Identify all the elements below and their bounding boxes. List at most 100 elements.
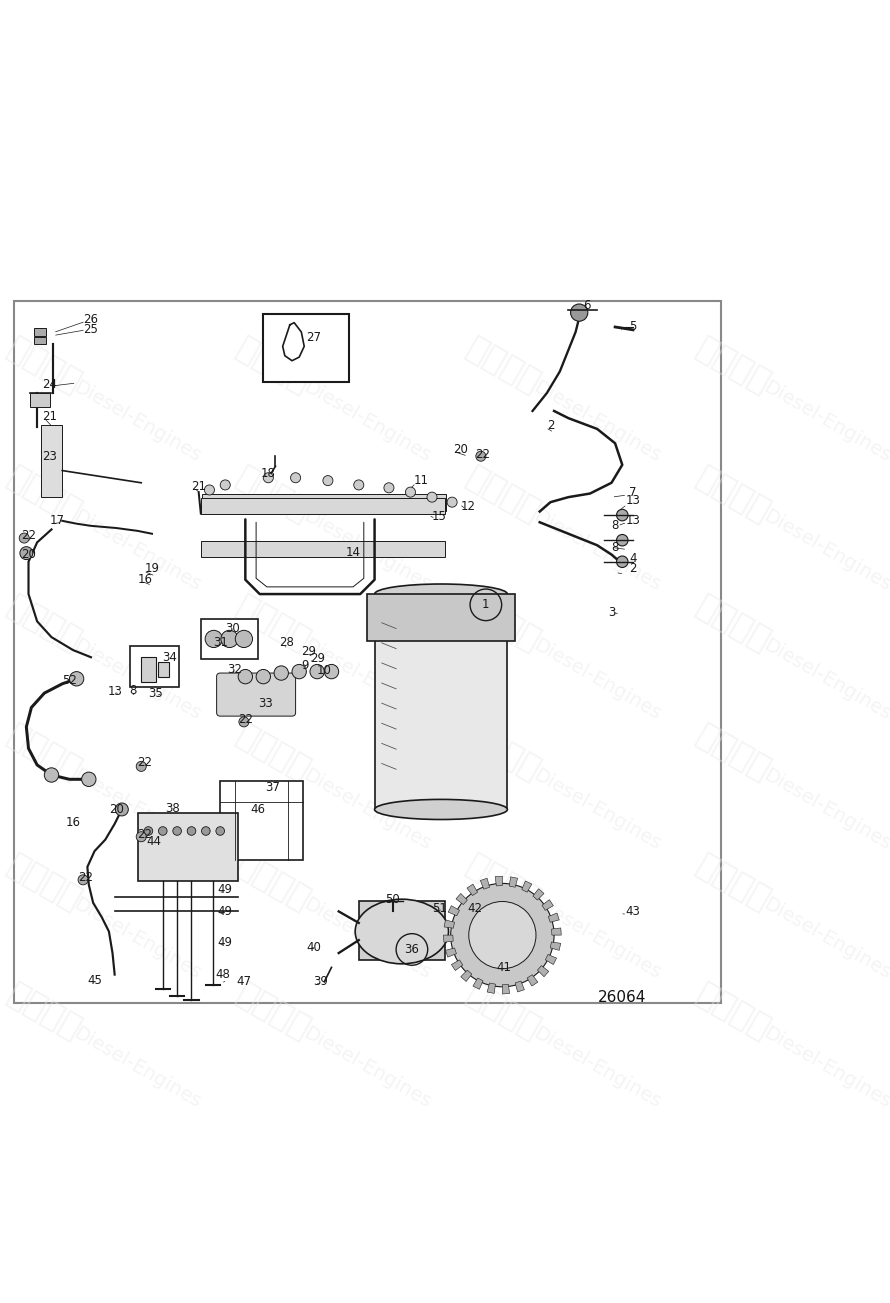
Text: 20: 20 — [453, 443, 468, 456]
Circle shape — [205, 631, 222, 648]
Text: Diesel-Engines: Diesel-Engines — [530, 894, 664, 982]
Text: 48: 48 — [214, 968, 230, 981]
Text: 22: 22 — [474, 447, 490, 460]
Text: 紫发动力: 紫发动力 — [691, 718, 776, 786]
Bar — [138, 813, 239, 881]
Text: 42: 42 — [467, 902, 482, 915]
Circle shape — [235, 631, 253, 648]
Bar — [263, 314, 350, 382]
Text: 17: 17 — [50, 515, 65, 528]
Text: 52: 52 — [62, 674, 77, 687]
Circle shape — [274, 666, 288, 680]
Circle shape — [427, 493, 437, 502]
Bar — [375, 594, 507, 809]
Circle shape — [324, 665, 339, 679]
Text: 紫发动力: 紫发动力 — [691, 976, 776, 1045]
Text: 45: 45 — [87, 973, 102, 986]
Circle shape — [78, 874, 88, 885]
Circle shape — [256, 670, 271, 684]
Polygon shape — [444, 920, 455, 928]
Text: 紫发动力: 紫发动力 — [2, 459, 87, 528]
Circle shape — [136, 831, 146, 842]
Text: Diesel-Engines: Diesel-Engines — [300, 894, 434, 982]
Text: 12: 12 — [460, 500, 475, 513]
Polygon shape — [515, 981, 524, 992]
Text: 紫发动力: 紫发动力 — [691, 847, 776, 916]
Text: 3: 3 — [608, 606, 615, 619]
Circle shape — [69, 671, 84, 685]
Text: 27: 27 — [306, 331, 321, 344]
Text: Diesel-Engines: Diesel-Engines — [300, 636, 434, 724]
Text: 13: 13 — [107, 685, 122, 698]
Bar — [359, 902, 445, 960]
Circle shape — [220, 480, 231, 490]
Text: 紫发动力: 紫发动力 — [461, 976, 546, 1045]
Text: 47: 47 — [237, 975, 251, 988]
Bar — [202, 494, 447, 512]
Text: Diesel-Engines: Diesel-Engines — [760, 1024, 890, 1113]
Text: 紫发动力: 紫发动力 — [691, 330, 776, 399]
Text: 50: 50 — [385, 893, 400, 906]
Circle shape — [617, 509, 628, 521]
Text: 22: 22 — [137, 829, 152, 840]
Text: 紫发动力: 紫发动力 — [231, 589, 317, 657]
Text: 10: 10 — [317, 665, 332, 678]
Circle shape — [450, 883, 554, 986]
Polygon shape — [449, 906, 459, 916]
Text: 16: 16 — [66, 816, 80, 829]
Text: 40: 40 — [306, 941, 321, 954]
Text: 紫发动力: 紫发动力 — [2, 330, 87, 399]
Circle shape — [617, 534, 628, 546]
Text: 紫发动力: 紫发动力 — [2, 847, 87, 916]
Text: 紫发动力: 紫发动力 — [691, 459, 776, 528]
Circle shape — [136, 761, 146, 771]
Circle shape — [310, 665, 324, 679]
Ellipse shape — [375, 800, 507, 820]
Text: Diesel-Engines: Diesel-Engines — [300, 507, 434, 595]
Text: 紫发动力: 紫发动力 — [231, 847, 317, 916]
Text: 23: 23 — [43, 450, 58, 463]
Ellipse shape — [355, 899, 449, 964]
Polygon shape — [538, 966, 549, 977]
Text: 30: 30 — [225, 622, 239, 635]
Ellipse shape — [375, 584, 507, 605]
Polygon shape — [550, 942, 561, 950]
Text: 14: 14 — [345, 546, 360, 559]
Bar — [131, 646, 179, 688]
Text: 39: 39 — [313, 975, 328, 988]
Polygon shape — [481, 878, 490, 889]
Circle shape — [263, 473, 273, 483]
Circle shape — [144, 826, 153, 835]
Circle shape — [82, 773, 96, 787]
Text: Diesel-Engines: Diesel-Engines — [760, 765, 890, 853]
Text: Diesel-Engines: Diesel-Engines — [70, 894, 205, 982]
Text: Diesel-Engines: Diesel-Engines — [530, 1024, 664, 1113]
Text: 35: 35 — [149, 687, 163, 700]
Text: Diesel-Engines: Diesel-Engines — [300, 765, 434, 853]
Polygon shape — [542, 899, 554, 911]
Text: 11: 11 — [414, 474, 429, 487]
Bar — [30, 394, 50, 408]
Text: 43: 43 — [626, 904, 641, 917]
Text: 13: 13 — [626, 494, 641, 507]
Circle shape — [617, 556, 628, 568]
Circle shape — [44, 767, 59, 782]
Text: 20: 20 — [109, 803, 124, 816]
Polygon shape — [522, 881, 532, 893]
Text: 9: 9 — [301, 659, 309, 672]
Text: Diesel-Engines: Diesel-Engines — [530, 636, 664, 724]
Text: Diesel-Engines: Diesel-Engines — [70, 765, 205, 853]
Text: 5: 5 — [629, 321, 636, 334]
Circle shape — [20, 547, 33, 559]
Polygon shape — [473, 979, 483, 989]
Bar — [34, 337, 46, 344]
Polygon shape — [502, 984, 510, 994]
Text: 紫发动力: 紫发动力 — [461, 718, 546, 786]
Polygon shape — [467, 885, 478, 895]
Text: Diesel-Engines: Diesel-Engines — [300, 378, 434, 466]
Text: 38: 38 — [165, 801, 180, 814]
Circle shape — [20, 533, 29, 543]
Polygon shape — [446, 947, 457, 958]
Text: 51: 51 — [432, 902, 447, 915]
Text: Diesel-Engines: Diesel-Engines — [530, 507, 664, 595]
